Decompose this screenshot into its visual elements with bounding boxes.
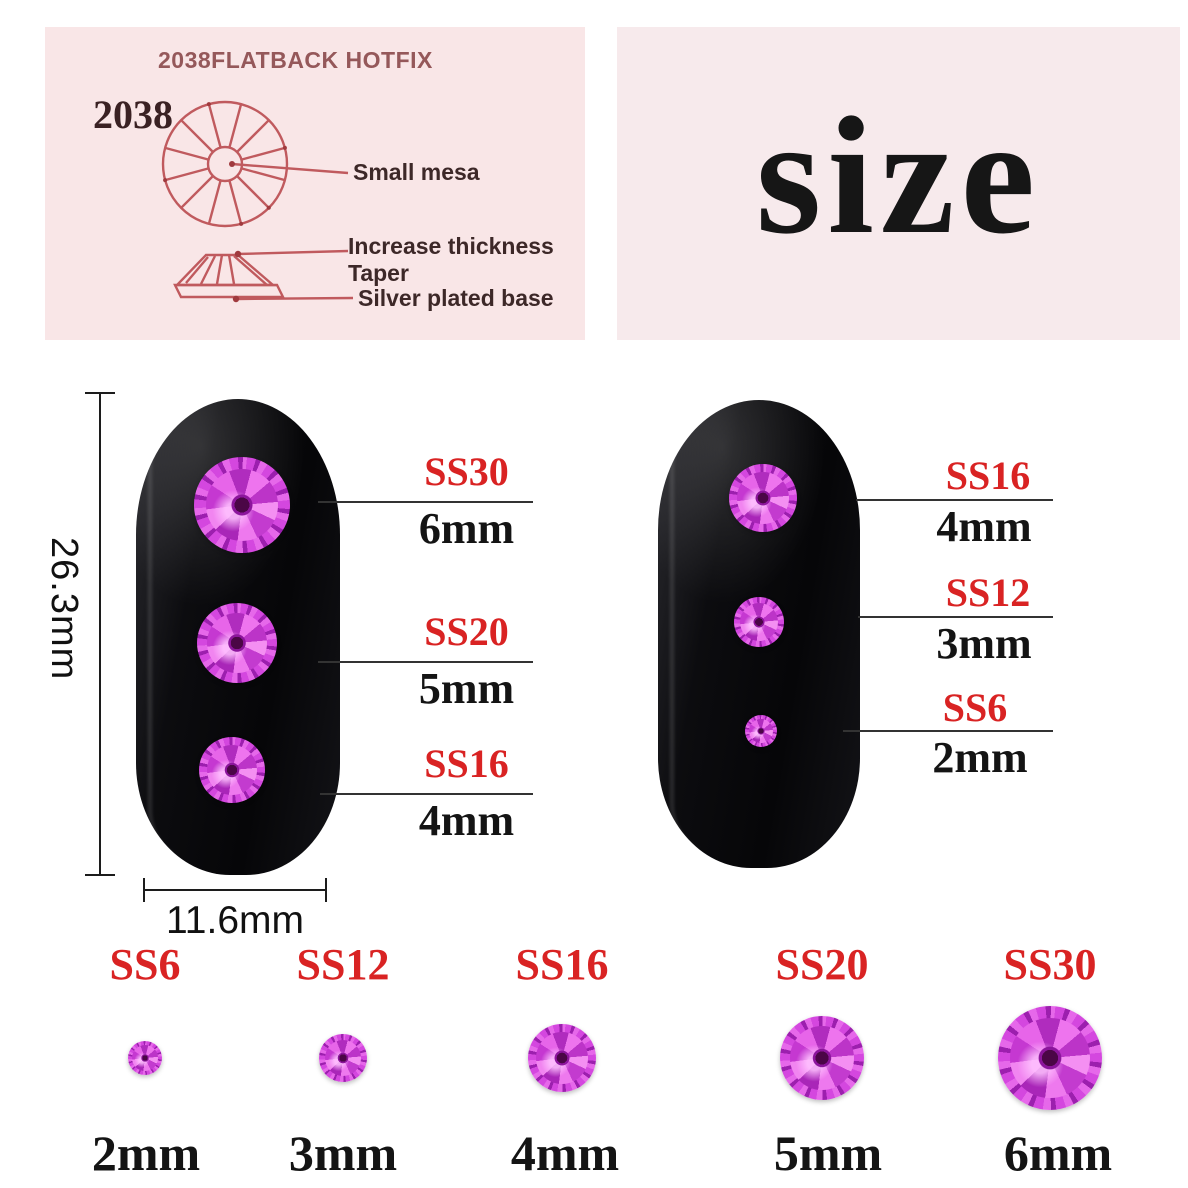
width-dimension-cap-right — [325, 878, 327, 902]
callout-code: SS6 — [942, 685, 1008, 730]
size-row-code: SS12 — [296, 940, 390, 989]
nail-height-value: 26.3mm — [43, 537, 85, 681]
rhinestone-technical-diagram-icon — [161, 100, 354, 303]
model-number: 2038 — [93, 92, 173, 137]
callout-code: SS20 — [424, 609, 509, 654]
rhinestone-ss16-on-nail-right — [729, 464, 797, 532]
callout-line — [856, 499, 1053, 501]
callout-code: SS30 — [424, 449, 509, 494]
size-heading: size — [755, 83, 1042, 269]
callout-size: 2mm — [932, 733, 1028, 782]
rhinestone-ss16-on-nail — [199, 737, 265, 803]
size-row-size: 2mm — [91, 1125, 201, 1181]
size-row-code: SS30 — [1003, 940, 1097, 989]
rhinestone-ss30 — [998, 1006, 1102, 1110]
callout-code: SS16 — [945, 453, 1031, 498]
callout-line — [320, 793, 533, 795]
callout-size: 6mm — [418, 504, 515, 553]
size-row-code: SS16 — [515, 940, 609, 989]
size-row-size: 6mm — [1003, 1125, 1113, 1181]
label-silver-base: Silver plated base — [358, 285, 554, 311]
size-panel: size — [617, 27, 1180, 340]
spec-panel: 2038FLATBACK HOTFIX 2038 — [45, 27, 585, 340]
width-dimension-cap-left — [143, 878, 145, 902]
rhinestone-ss12-on-nail-right — [734, 597, 784, 647]
rhinestone-ss6-on-nail-right — [745, 715, 777, 747]
size-row-size: 3mm — [288, 1125, 398, 1181]
callout-code: SS12 — [945, 570, 1031, 615]
rhinestone-ss30-on-nail — [194, 457, 290, 553]
size-row-code: SS6 — [109, 940, 181, 989]
rhinestone-ss16 — [528, 1024, 596, 1092]
callout-line — [318, 661, 533, 663]
callout-size: 4mm — [936, 502, 1032, 551]
callout-line — [858, 616, 1053, 618]
width-dimension-line — [143, 889, 327, 891]
label-small-mesa: Small mesa — [353, 159, 480, 185]
size-row-code: SS20 — [775, 940, 869, 989]
size-row-size: 4mm — [510, 1125, 620, 1181]
callout-code: SS16 — [424, 741, 509, 786]
height-dimension-cap-bottom — [85, 874, 115, 876]
spec-title: 2038FLATBACK HOTFIX — [158, 47, 433, 73]
label-increase-thickness: Increase thickness — [348, 233, 554, 259]
height-dimension-cap-top — [85, 392, 115, 394]
height-dimension-line — [99, 393, 101, 876]
label-taper: Taper — [348, 260, 409, 286]
rhinestone-ss12 — [319, 1034, 367, 1082]
callout-size: 5mm — [418, 664, 515, 713]
callout-size: 3mm — [936, 619, 1032, 668]
rhinestone-ss6 — [128, 1041, 162, 1075]
rhinestone-ss20 — [780, 1016, 864, 1100]
rhinestone-ss20-on-nail — [197, 603, 277, 683]
callout-size: 4mm — [418, 796, 515, 845]
nail-width-value: 11.6mm — [166, 899, 304, 942]
callout-line — [318, 501, 533, 503]
size-row-size: 5mm — [773, 1125, 883, 1181]
callout-line — [843, 730, 1053, 732]
